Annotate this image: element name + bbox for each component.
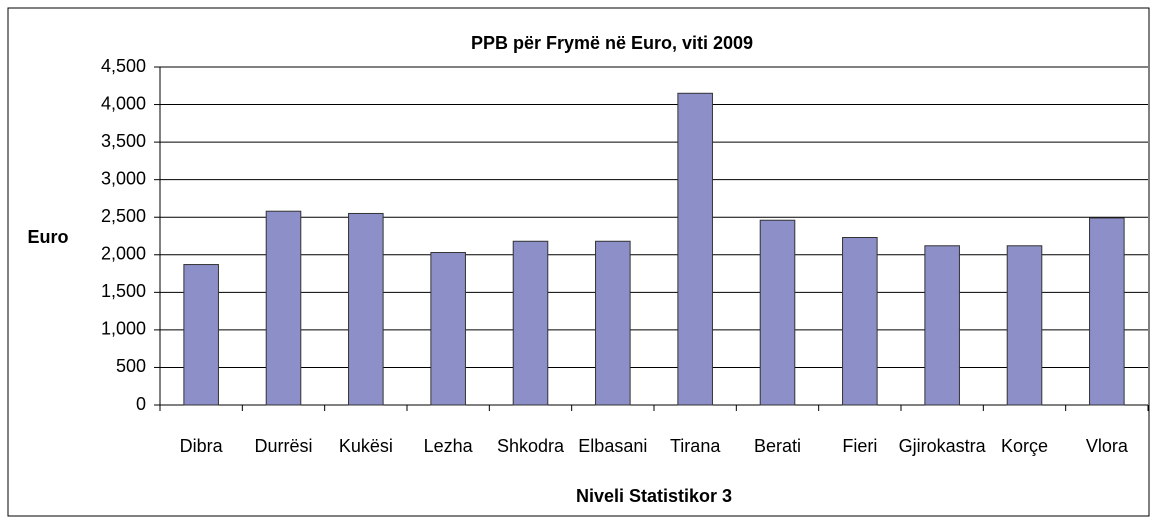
x-tick-label: Fieri	[842, 436, 877, 456]
x-tick-label: Gjirokastra	[899, 436, 987, 456]
y-tick-label: 3,500	[101, 131, 146, 151]
bar	[677, 92, 713, 406]
x-tick-label: Tirana	[670, 436, 721, 456]
bar	[759, 219, 796, 406]
x-axis-title: Niveli Statistikor 3	[576, 486, 732, 506]
y-tick-label: 500	[116, 356, 146, 376]
x-tick-label: Vlora	[1086, 436, 1129, 456]
x-tick-label: Dibra	[180, 436, 224, 456]
bar	[183, 264, 219, 406]
bar	[842, 237, 878, 406]
x-tick-label: Berati	[754, 436, 801, 456]
y-axis-title: Euro	[27, 227, 68, 247]
bar	[265, 210, 302, 406]
chart-title: PPB për Frymë në Euro, viti 2009	[471, 33, 753, 53]
y-tick-label: 0	[136, 394, 146, 414]
bar	[512, 240, 549, 406]
bar	[595, 240, 631, 406]
y-tick-label: 3,000	[101, 168, 146, 188]
bar	[924, 245, 960, 406]
x-tick-label: Durrësi	[254, 436, 312, 456]
bar	[1006, 245, 1043, 406]
bar	[1089, 217, 1125, 406]
y-tick-label: 2,000	[101, 244, 146, 264]
x-tick-label: Lezha	[424, 436, 474, 456]
y-tick-label: 4,000	[101, 93, 146, 113]
y-tick-label: 2,500	[101, 206, 146, 226]
y-tick-label: 4,500	[101, 56, 146, 76]
bar	[430, 252, 466, 406]
y-tick-label: 1,000	[101, 319, 146, 339]
x-tick-label: Kukësi	[339, 436, 393, 456]
x-tick-label: Elbasani	[578, 436, 647, 456]
bar	[348, 212, 384, 406]
x-tick-label: Shkodra	[497, 436, 565, 456]
x-tick-label: Korçe	[1001, 436, 1048, 456]
y-tick-label: 1,500	[101, 281, 146, 301]
